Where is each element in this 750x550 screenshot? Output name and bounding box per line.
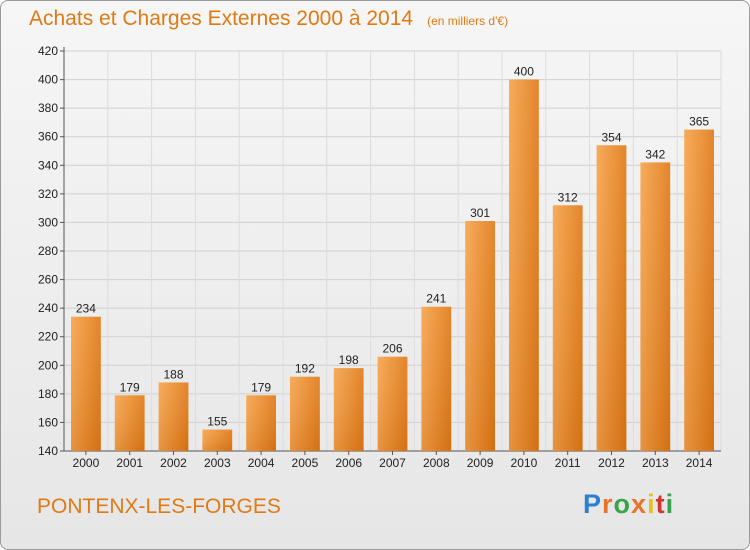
data-label: 192: [295, 362, 315, 376]
data-label: 179: [120, 380, 140, 394]
y-tick-label: 140: [38, 444, 58, 458]
data-label: 241: [426, 292, 446, 306]
x-tick-label: 2001: [116, 456, 143, 470]
bar-shade: [290, 376, 320, 451]
x-tick-label: 2013: [642, 456, 669, 470]
y-tick-label: 240: [38, 301, 58, 315]
logo-letter: o: [613, 489, 632, 519]
x-tick-label: 2010: [511, 456, 538, 470]
y-tick-label: 180: [38, 387, 58, 401]
data-label: 400: [514, 65, 534, 79]
y-tick-label: 320: [38, 187, 58, 201]
bar-shade: [596, 145, 627, 452]
x-tick-label: 2011: [555, 456, 581, 470]
data-label: 234: [76, 302, 96, 316]
x-tick-label: 2003: [204, 456, 231, 470]
x-tick-label: 2005: [292, 456, 319, 470]
data-label: 342: [645, 147, 665, 161]
chart-title: Achats et Charges Externes 2000 à 2014: [29, 7, 414, 30]
logo-letter: i: [647, 489, 656, 519]
x-tick-label: 2004: [248, 456, 275, 470]
labels: 140 160 180 200 220 240 260 280 300 320 340 360 380 4…: [38, 44, 713, 470]
chart-subtitle: (en milliers d'€): [427, 14, 509, 28]
y-tick-label: 200: [38, 358, 58, 372]
logo-letter: P: [583, 489, 603, 519]
data-label: 301: [470, 206, 490, 220]
bar-shade: [421, 306, 452, 451]
bar-shade: [158, 382, 189, 451]
x-tick-label: 2014: [686, 456, 713, 470]
y-tick-label: 220: [38, 330, 58, 344]
y-tick-label: 300: [38, 215, 58, 229]
bar-shade: [114, 395, 145, 451]
bars: [71, 79, 714, 452]
data-label: 365: [689, 115, 709, 129]
y-tick-label: 400: [38, 73, 58, 87]
location-name: PONTENX-LES-FORGES: [37, 495, 281, 518]
data-label: 179: [251, 380, 271, 394]
y-tick-label: 360: [38, 130, 58, 144]
y-tick-label: 260: [38, 273, 58, 287]
bar-shade: [552, 205, 583, 451]
bar-shade: [377, 356, 408, 451]
logo-letter: x: [631, 489, 648, 519]
x-tick-label: 2009: [467, 456, 494, 470]
data-label: 206: [382, 342, 402, 356]
data-label: 354: [601, 130, 621, 144]
data-label: 155: [207, 415, 227, 429]
proxiti-logo: Proxiti: [583, 489, 674, 520]
y-tick-label: 340: [38, 158, 58, 172]
logo-letter: t: [655, 489, 666, 519]
y-tick-label: 380: [38, 101, 58, 115]
data-label: 312: [558, 190, 578, 204]
x-tick-label: 2007: [379, 456, 406, 470]
x-tick-label: 2002: [160, 456, 187, 470]
data-label: 188: [163, 367, 183, 381]
bar-shade: [333, 368, 364, 451]
bar-shade: [71, 316, 101, 451]
x-tick-label: 2012: [598, 456, 625, 470]
bar-shade: [509, 79, 539, 452]
y-tick-label: 160: [38, 415, 58, 429]
bar-shade: [202, 429, 233, 451]
y-tick-label: 420: [38, 44, 58, 58]
data-label: 198: [339, 353, 359, 367]
logo-letter: i: [665, 489, 675, 519]
title-row: Achats et Charges Externes 2000 à 2014 (…: [29, 7, 508, 31]
x-tick-label: 2006: [335, 456, 362, 470]
y-tick-label: 280: [38, 244, 58, 258]
bar-shade: [465, 221, 495, 451]
bar-shade: [684, 129, 714, 452]
x-tick-label: 2008: [423, 456, 450, 470]
x-tick-label: 2000: [73, 456, 100, 470]
bar-shade: [246, 395, 276, 451]
bar-shade: [640, 162, 671, 451]
logo-letter: r: [602, 489, 614, 519]
